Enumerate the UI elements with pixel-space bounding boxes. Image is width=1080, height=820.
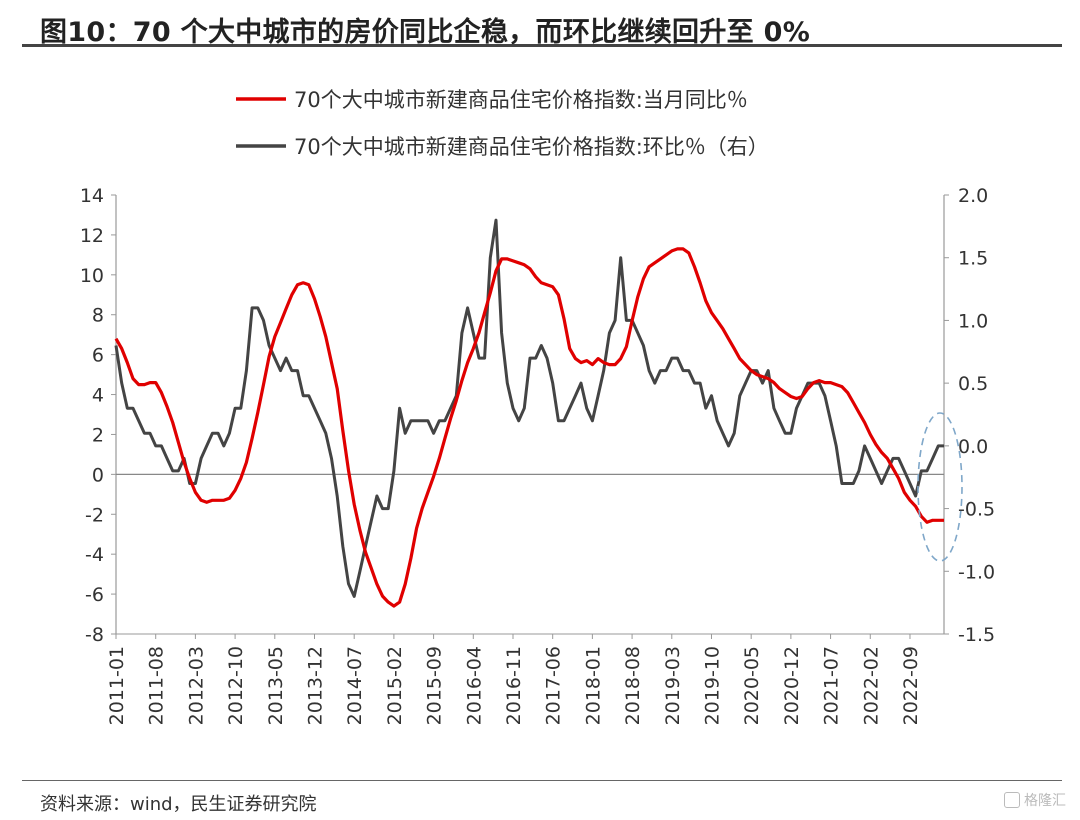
page-title: 图10：70 个大中城市的房价同比企稳，而环比继续回升至 0% [40, 17, 811, 48]
source-note: 资料来源：wind，民生证券研究院 [40, 794, 317, 815]
legend-label-yoy: 70个大中城市新建商品住宅价格指数:当月同比％ [294, 88, 748, 112]
right-tick-label: -0.5 [958, 499, 995, 521]
right-tick-label: -1.5 [958, 624, 995, 646]
right-tick-label: 0.5 [958, 373, 988, 395]
title-divider [22, 44, 1062, 47]
dual-axis-line-chart: 14 12 10 8 6 4 2 0 -2 -4 -6 -8 2.0 1.5 1.0 0.5 0.0 -0.5 -1… [80, 88, 995, 725]
x-tick-label: 2015-09 [424, 646, 446, 725]
x-tick-label: 2013-05 [265, 646, 287, 725]
series-line-mom [114, 218, 944, 598]
x-tick-label: 2013-12 [304, 646, 326, 725]
left-tick-label: 6 [92, 345, 104, 367]
x-tick-label: 2020-05 [741, 646, 763, 725]
x-tick-label: 2017-06 [543, 646, 565, 725]
x-tick-label: 2012-10 [225, 646, 247, 725]
left-tick-label: 14 [80, 185, 104, 207]
x-tick-label: 2016-11 [503, 646, 525, 725]
x-tick-label: 2022-02 [860, 646, 882, 725]
left-tick-label: 8 [92, 305, 104, 327]
watermark-text: 格隆汇 [1024, 793, 1066, 809]
left-tick-label: 12 [80, 225, 104, 247]
x-tick-label: 2022-09 [900, 646, 922, 725]
left-tick-label: 4 [92, 385, 104, 407]
x-tick-label: 2018-01 [582, 646, 604, 725]
left-tick-label: 2 [92, 424, 104, 446]
x-tick-label: 2012-03 [185, 646, 207, 725]
right-tick-label: -1.0 [958, 561, 995, 583]
footer-divider [22, 780, 1062, 781]
legend-label-mom: 70个大中城市新建商品住宅价格指数:环比％（右） [294, 135, 769, 159]
left-tick-label: 10 [80, 265, 104, 287]
left-tick-label: -8 [85, 624, 104, 646]
x-tick-label: 2015-02 [384, 646, 406, 725]
right-tick-label: 1.0 [958, 310, 988, 332]
right-tick-label: 0.0 [958, 436, 988, 458]
x-tick-label: 2019-03 [662, 646, 684, 725]
x-tick-label: 2018-08 [622, 646, 644, 725]
left-tick-label: -2 [85, 504, 104, 526]
right-tick-label: 2.0 [958, 185, 988, 207]
watermark: 格隆汇 [1004, 790, 1066, 810]
x-tick-label: 2011-01 [106, 646, 128, 725]
watermark-logo-icon [1004, 792, 1020, 808]
x-tick-label: 2011-08 [146, 646, 168, 725]
left-tick-label: 0 [92, 464, 104, 486]
right-tick-label: 1.5 [958, 248, 988, 270]
x-tick-label: 2016-04 [463, 646, 485, 725]
left-tick-label: -4 [85, 544, 104, 566]
x-tick-label: 2019-10 [701, 646, 723, 725]
x-tick-label: 2020-12 [781, 646, 803, 725]
left-tick-label: -6 [85, 584, 104, 606]
x-tick-label: 2014-07 [344, 646, 366, 725]
series-line-yoy [114, 247, 944, 608]
highlight-ellipse [917, 412, 963, 562]
x-tick-label: 2021-07 [821, 646, 843, 725]
